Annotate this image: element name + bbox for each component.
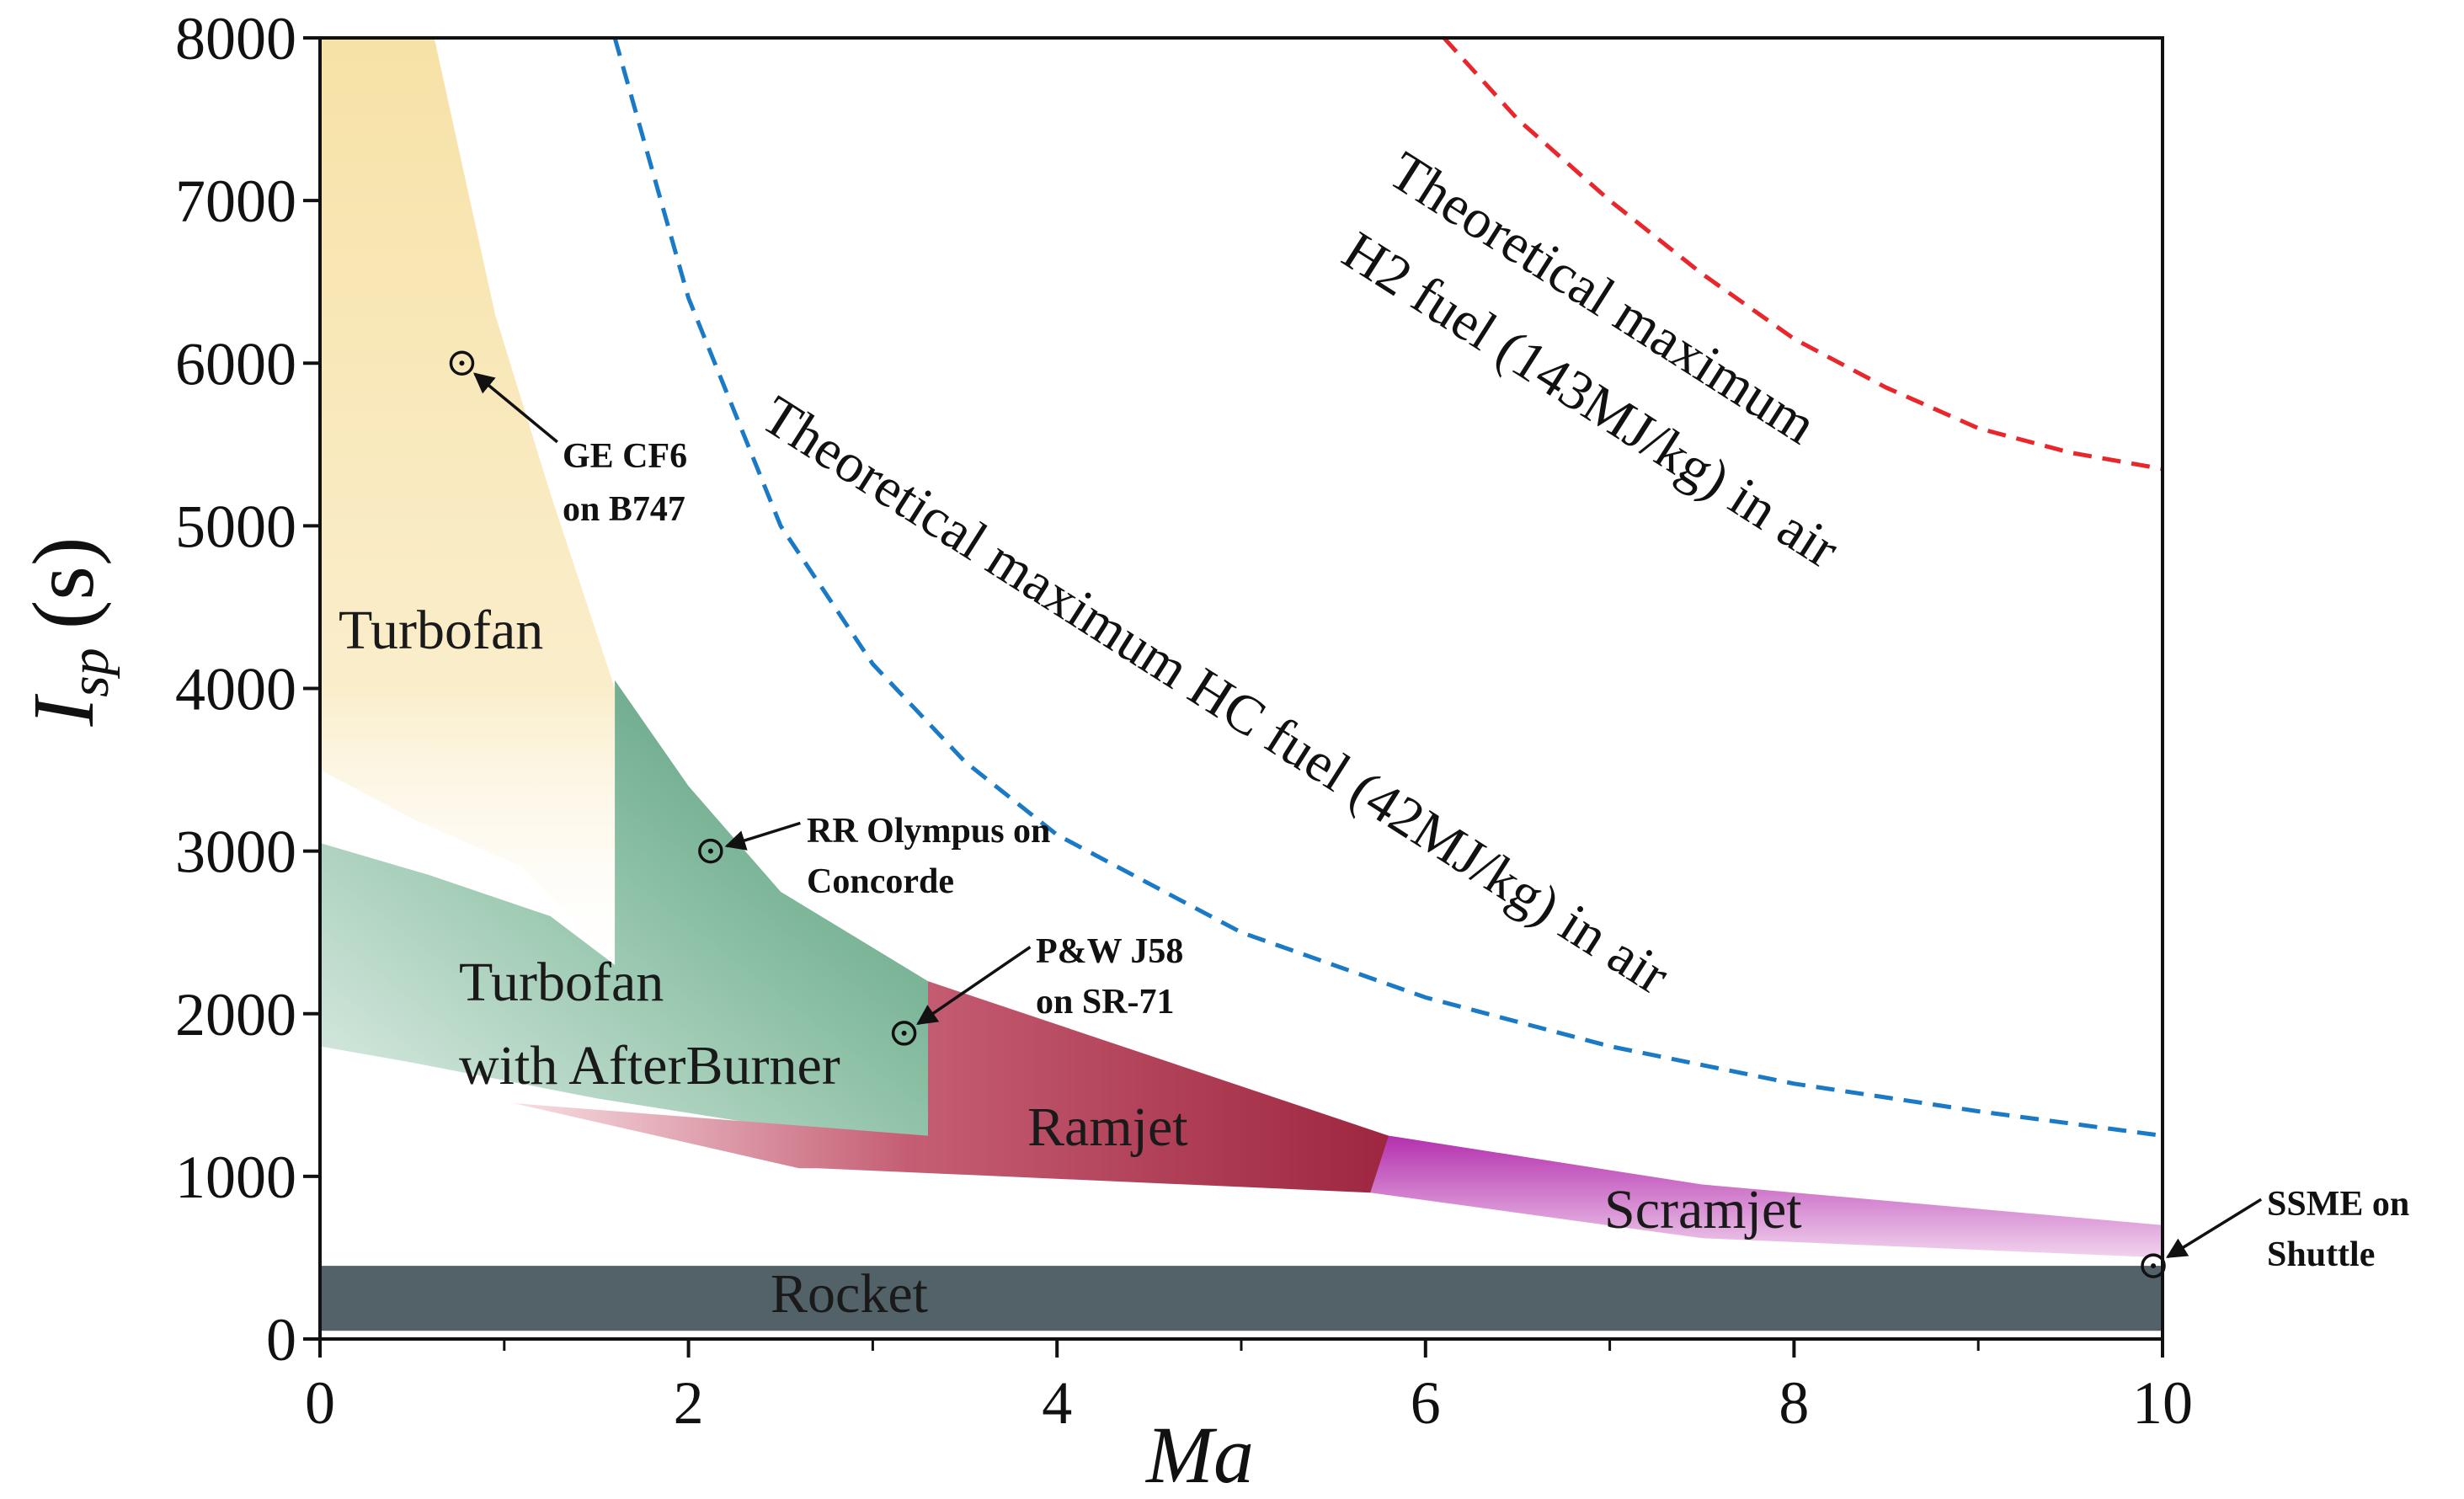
y-axis-title-unit: (s): [15, 536, 112, 629]
engine-label-ssme-line1: SSME on: [2267, 1185, 2409, 1224]
region-scramjet: [1370, 1135, 2163, 1258]
engine-point-dot-0: [459, 360, 465, 366]
y-tick-label: 0: [266, 1306, 296, 1374]
region-turbofan: [320, 38, 616, 965]
engine-label-j58-line2: on SR-71: [1036, 983, 1175, 1022]
engine-arrow-1: [724, 821, 801, 851]
y-tick-label: 1000: [175, 1144, 296, 1211]
x-tick-label: 0: [305, 1369, 335, 1437]
h2-fuel-curve: [1442, 36, 2163, 472]
y-axis-title-sub: sp: [59, 648, 120, 697]
engine-label-j58-line1: P&W J58: [1036, 932, 1183, 971]
svg-text:Isp(s): Isp (s): [15, 536, 120, 727]
x-tick-label: 8: [1779, 1369, 1809, 1437]
x-axis-title: Ma: [1144, 1410, 1254, 1499]
hc-fuel-curve: [612, 37, 2163, 1139]
y-axis-ticks: 0 1000 2000 3000 4000 5000 6000 7000 8000: [175, 5, 320, 1374]
engine-regions: [320, 38, 2163, 1331]
ramjet-label: Ramjet: [1027, 1096, 1188, 1158]
x-axis-ticks: 0 2 4 6 8 10: [305, 1339, 2193, 1437]
x-tick-label: 4: [1042, 1369, 1072, 1437]
engine-label-olympus-line2: Concorde: [807, 862, 954, 901]
engine-markers: [449, 350, 2263, 1278]
engine-point-dot-2: [901, 1030, 907, 1036]
engine-label-olympus-line1: RR Olympus on: [807, 812, 1050, 851]
theoretical-curves: [612, 36, 2163, 1139]
engine-label-gecf6-line1: GE CF6: [563, 437, 687, 476]
rocket-label: Rocket: [771, 1263, 928, 1325]
engine-label-gecf6-line2: on B747: [563, 490, 685, 529]
y-axis-title-main: I: [15, 694, 112, 728]
engine-label-ssme-line2: Shuttle: [2267, 1235, 2375, 1274]
x-tick-label: 10: [2132, 1369, 2193, 1437]
region-turbofan-with-afterburner: [320, 680, 928, 1152]
engine-point-1: [698, 838, 723, 864]
engine-point-dot-1: [707, 848, 713, 854]
afterburner-label-line1: Turbofan: [459, 952, 664, 1013]
hc-curve-label: Theoretical maximum HC fuel (42MJ/kg) in…: [751, 384, 1680, 1006]
region-ramjet: [513, 981, 1389, 1193]
engine-arrow-3: [2166, 1198, 2263, 1259]
y-tick-label: 7000: [175, 168, 296, 235]
y-tick-label: 6000: [175, 330, 296, 397]
engine-point-3: [2141, 1253, 2166, 1278]
engine-arrow-2: [916, 946, 1032, 1026]
engine-point-0: [449, 350, 475, 376]
y-tick-label: 4000: [175, 656, 296, 723]
engine-arrow-0: [473, 372, 558, 444]
x-tick-label: 6: [1411, 1369, 1441, 1437]
turbofan-label: Turbofan: [339, 600, 543, 661]
engine-point-dot-3: [2151, 1263, 2157, 1269]
y-tick-label: 8000: [175, 5, 296, 72]
region-rocket: [320, 1266, 2163, 1331]
y-tick-label: 5000: [175, 493, 296, 560]
y-tick-label: 2000: [175, 981, 296, 1048]
scramjet-label: Scramjet: [1604, 1179, 1802, 1240]
x-tick-label: 2: [674, 1369, 704, 1437]
engine-point-2: [891, 1021, 917, 1046]
y-tick-label: 3000: [175, 819, 296, 886]
y-axis-title: Isp (s): [15, 536, 120, 727]
afterburner-label-line2: with AfterBurner: [459, 1035, 840, 1096]
